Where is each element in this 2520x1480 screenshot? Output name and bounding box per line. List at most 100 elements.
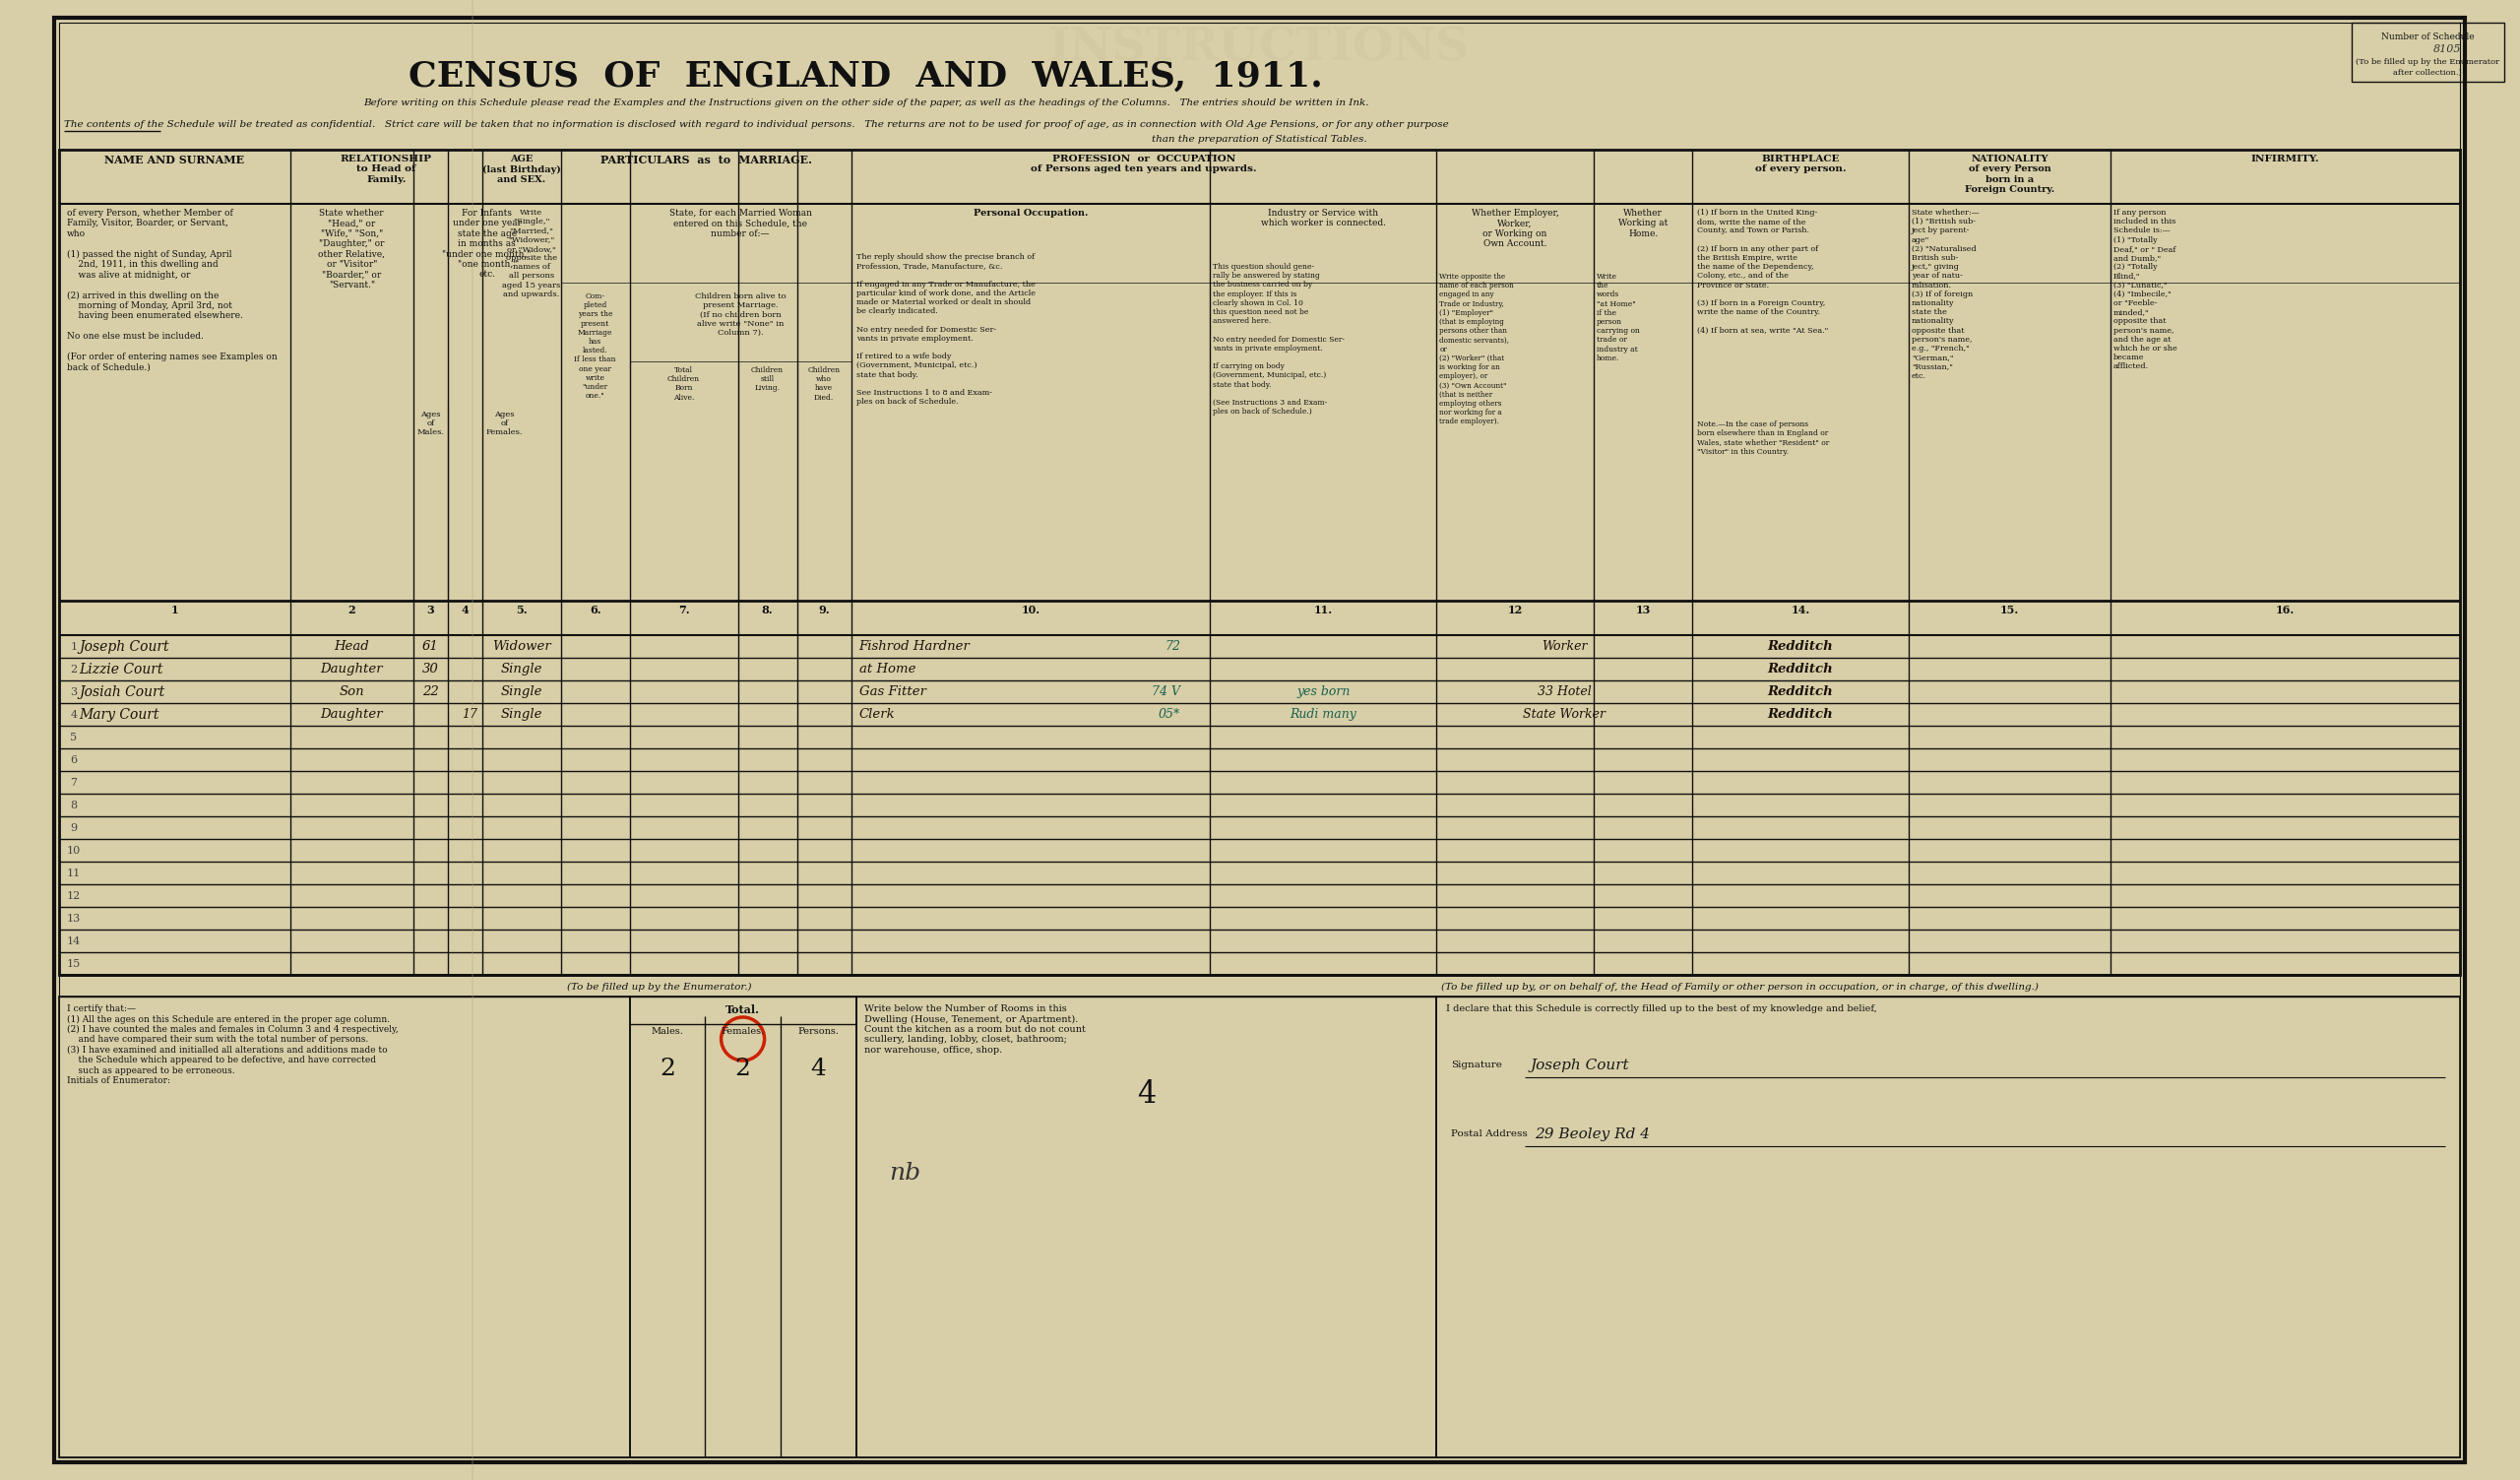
Text: 22: 22 [423, 685, 438, 699]
Text: Com-
pleted
years the
present
Marriage
has
lasted.
If less than
one year
write
": Com- pleted years the present Marriage h… [575, 293, 617, 400]
Bar [58, 996, 630, 1458]
Text: Lizzie Court: Lizzie Court [78, 662, 164, 676]
Text: State whether:—
(1) "British sub-
ject by parent-
age"
(2) "Naturalised
British : State whether:— (1) "British sub- ject b… [1913, 209, 1978, 380]
Text: CENSUS  OF  ENGLAND  AND  WALES,  1911.: CENSUS OF ENGLAND AND WALES, 1911. [408, 61, 1323, 93]
Text: of every Person, whether Member of
Family, Visitor, Boarder, or Servant,
who

(1: of every Person, whether Member of Famil… [68, 209, 277, 371]
Text: 15.: 15. [2001, 605, 2019, 616]
Text: (To be filled up by the Enumerator.): (To be filled up by the Enumerator.) [567, 983, 751, 992]
Text: 8.: 8. [761, 605, 774, 616]
Text: NAME AND SURNAME: NAME AND SURNAME [106, 154, 244, 166]
Bar [857, 996, 1436, 1458]
Text: 14.: 14. [1792, 605, 1809, 616]
Text: Persons.: Persons. [796, 1027, 839, 1036]
Text: Mary Court: Mary Court [78, 707, 159, 721]
Text: Ages
of
Males.: Ages of Males. [416, 410, 444, 437]
Text: Females.: Females. [721, 1027, 764, 1036]
Text: Single: Single [501, 685, 542, 699]
Text: 13: 13 [1635, 605, 1651, 616]
Text: Single: Single [501, 707, 542, 721]
Text: Redditch: Redditch [1767, 639, 1832, 653]
Text: I declare that this Schedule is correctly filled up to the best of my knowledge : I declare that this Schedule is correctl… [1446, 1005, 1877, 1014]
Bar [2351, 22, 2505, 81]
Text: 4: 4 [461, 605, 469, 616]
Text: INSTRUCTIONS: INSTRUCTIONS [1048, 25, 1469, 70]
Text: If any person
included in this
Schedule is:—
(1) "Totally
Deaf," or " Deaf
and D: If any person included in this Schedule … [2114, 209, 2177, 370]
Text: BIRTHPLACE
of every person.: BIRTHPLACE of every person. [1754, 154, 1847, 173]
Bar [58, 149, 2460, 975]
Text: (To be filled up by the Enumerator: (To be filled up by the Enumerator [2356, 58, 2500, 67]
Text: State, for each Married Woman
entered on this Schedule, the
number of:—: State, for each Married Woman entered on… [668, 209, 811, 238]
Text: Joseph Court: Joseph Court [1530, 1058, 1628, 1073]
Text: Joseph Court: Joseph Court [78, 639, 169, 653]
Text: 3: 3 [71, 687, 78, 697]
Text: than the preparation of Statistical Tables.: than the preparation of Statistical Tabl… [1152, 135, 1366, 144]
Text: 10.: 10. [1021, 605, 1041, 616]
Text: 72: 72 [1164, 639, 1179, 653]
Text: 5: 5 [71, 733, 78, 741]
Text: Personal Occupation.: Personal Occupation. [973, 209, 1089, 218]
Text: Redditch: Redditch [1767, 663, 1832, 675]
Text: Note.—In the case of persons
born elsewhere than in England or
Wales, state whet: Note.—In the case of persons born elsewh… [1696, 420, 1830, 456]
Text: 10: 10 [66, 845, 81, 855]
Text: Ages
of
Females.: Ages of Females. [486, 410, 522, 437]
Text: 13: 13 [66, 913, 81, 924]
Text: Whether
Working at
Home.: Whether Working at Home. [1618, 209, 1668, 238]
Text: 30: 30 [423, 663, 438, 675]
Text: AGE
(last Birthday)
and SEX.: AGE (last Birthday) and SEX. [481, 154, 559, 184]
Text: Write below the Number of Rooms in this
Dwelling (House, Tenement, or Apartment): Write below the Number of Rooms in this … [864, 1005, 1086, 1054]
Text: Son: Son [340, 685, 365, 699]
Text: Redditch: Redditch [1767, 685, 1832, 699]
Text: 3: 3 [426, 605, 433, 616]
Text: 1: 1 [171, 605, 179, 616]
Text: 12: 12 [66, 891, 81, 900]
Text: 2: 2 [71, 665, 78, 673]
Text: 11.: 11. [1313, 605, 1333, 616]
Text: (1) If born in the United King-
dom, write the name of the
County, and Town or P: (1) If born in the United King- dom, wri… [1696, 209, 1830, 334]
Text: PARTICULARS  as  to  MARRIAGE.: PARTICULARS as to MARRIAGE. [600, 154, 811, 166]
Text: 29 Beoley Rd 4: 29 Beoley Rd 4 [1535, 1128, 1651, 1141]
Text: Rudi many: Rudi many [1290, 707, 1356, 721]
Bar [630, 996, 857, 1458]
Text: Gas Fitter: Gas Fitter [859, 685, 925, 699]
Text: Redditch: Redditch [1767, 707, 1832, 721]
Text: Signature: Signature [1452, 1061, 1502, 1070]
Text: 8105: 8105 [2434, 44, 2462, 55]
Text: Before writing on this Schedule please read the Examples and the Instructions gi: Before writing on this Schedule please r… [363, 99, 1368, 108]
Text: Widower: Widower [491, 639, 552, 653]
Text: RELATIONSHIP
to Head of
Family.: RELATIONSHIP to Head of Family. [340, 154, 431, 184]
Text: 15: 15 [66, 959, 81, 968]
Text: Number of Schedule: Number of Schedule [2381, 33, 2475, 41]
Text: State whether
"Head," or
"Wife," "Son,"
"Daughter," or
other Relative,
or "Visit: State whether "Head," or "Wife," "Son," … [318, 209, 386, 289]
Text: Clerk: Clerk [859, 707, 895, 721]
Text: 11: 11 [66, 867, 81, 878]
Text: yes born: yes born [1295, 685, 1351, 699]
Text: Whether Employer,
Worker,
or Working on
Own Account.: Whether Employer, Worker, or Working on … [1472, 209, 1560, 249]
Text: Daughter: Daughter [320, 707, 383, 721]
Text: INFIRMITY.: INFIRMITY. [2250, 154, 2318, 163]
Text: 7.: 7. [678, 605, 690, 616]
Text: 9.: 9. [819, 605, 829, 616]
Text: Worker: Worker [1542, 639, 1588, 653]
Text: PROFESSION  or  OCCUPATION
of Persons aged ten years and upwards.: PROFESSION or OCCUPATION of Persons aged… [1031, 154, 1257, 173]
Text: (To be filled up by, or on behalf of, the Head of Family or other person in occu: (To be filled up by, or on behalf of, th… [1441, 983, 2039, 992]
Text: after collection.): after collection.) [2394, 70, 2462, 77]
Bar [1436, 996, 2460, 1458]
Text: This question should gene-
rally be answered by stating
the business carried on : This question should gene- rally be answ… [1212, 263, 1346, 416]
Text: 05*: 05* [1159, 707, 1179, 721]
Text: Josiah Court: Josiah Court [78, 685, 164, 699]
Text: 14: 14 [66, 935, 81, 946]
Text: 6: 6 [71, 755, 78, 765]
Text: State Worker: State Worker [1522, 707, 1605, 721]
Text: 9: 9 [71, 823, 78, 833]
Text: The reply should show the precise branch of
Profession, Trade, Manufacture, &c.
: The reply should show the precise branch… [857, 253, 1036, 406]
Text: 4: 4 [1137, 1080, 1157, 1110]
Text: Total
Children
Born
Alive.: Total Children Born Alive. [668, 367, 701, 401]
Text: 4: 4 [71, 709, 78, 719]
Text: Write
"Single,"
"Married,"
"Widower,"
or "Widow,"
opposite the
names of
all pers: Write "Single," "Married," "Widower," or… [501, 209, 559, 297]
Text: 5.: 5. [517, 605, 527, 616]
Text: Postal Address: Postal Address [1452, 1129, 1527, 1138]
Text: at Home: at Home [859, 663, 915, 675]
Text: Children born alive to
present Marriage.
(If no children born
alive write "None": Children born alive to present Marriage.… [696, 293, 786, 336]
Text: 8: 8 [71, 801, 78, 810]
Text: Write opposite the
name of each person
engaged in any
Trade or Industry,
(1) "Em: Write opposite the name of each person e… [1439, 272, 1515, 426]
